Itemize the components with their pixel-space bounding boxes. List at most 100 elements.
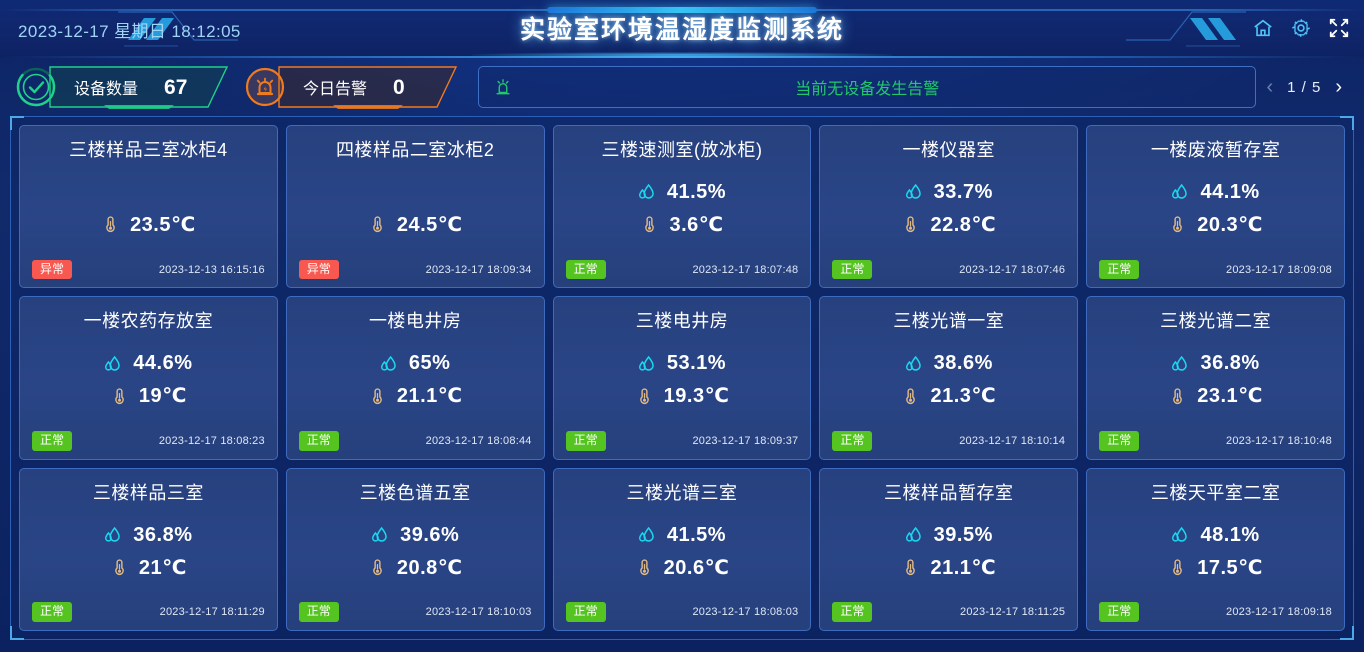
device-footer: 正常 2023-12-17 18:11:25 bbox=[832, 602, 1065, 622]
device-metrics: 44.1% 20.3℃ bbox=[1099, 162, 1332, 260]
status-badge: 正常 bbox=[32, 431, 73, 451]
device-card[interactable]: 三楼光谱二室 36.8% 23.1℃ 正常 2023-12-17 18:10:4… bbox=[1086, 296, 1345, 460]
humidity-metric: 36.8% bbox=[32, 524, 265, 547]
humidity-metric: 44.6% bbox=[32, 352, 265, 375]
device-timestamp: 2023-12-17 18:11:25 bbox=[960, 606, 1066, 619]
prev-page-button[interactable]: ‹ bbox=[1266, 76, 1274, 98]
device-card[interactable]: 一楼废液暂存室 44.1% 20.3℃ 正常 2023-12-17 18:09:… bbox=[1086, 125, 1345, 289]
device-name: 三楼光谱二室 bbox=[1160, 311, 1272, 332]
device-card[interactable]: 四楼样品二室冰柜2 24.5℃ 异常 2023-12-17 18:09:34 bbox=[285, 125, 545, 289]
header-datetime: 2023-12-17 星期日 18:12:05 bbox=[18, 22, 241, 41]
header-top-line-core bbox=[547, 7, 817, 13]
temperature-metric: 17.5℃ bbox=[1099, 555, 1332, 580]
temperature-value: 23.5℃ bbox=[130, 213, 196, 236]
temperature-value: 20.3℃ bbox=[1197, 213, 1263, 236]
device-card[interactable]: 三楼光谱三室 41.5% 20.6℃ 正常 2023-12-17 18:08:0… bbox=[552, 467, 812, 631]
temperature-metric: 24.5℃ bbox=[299, 212, 532, 237]
thermometer-icon bbox=[1173, 388, 1183, 404]
temperature-metric: 23.1℃ bbox=[1099, 383, 1332, 408]
device-footer: 正常 2023-12-17 18:08:23 bbox=[32, 431, 265, 451]
device-metrics: 36.8% 21℃ bbox=[32, 505, 265, 603]
stat-device-value: 67 bbox=[164, 75, 188, 99]
status-badge: 正常 bbox=[565, 602, 606, 622]
humidity-metric: 33.7% bbox=[832, 181, 1065, 204]
device-footer: 正常 2023-12-17 18:07:48 bbox=[565, 259, 799, 280]
device-name: 三楼光谱三室 bbox=[626, 482, 738, 503]
stats-bar: 设备数量 67 今日告警 0 bbox=[0, 58, 1364, 116]
device-footer: 正常 2023-12-17 18:07:46 bbox=[832, 259, 1066, 280]
device-metrics: 24.5℃ bbox=[299, 162, 532, 260]
humidity-metric: 44.1% bbox=[1099, 181, 1332, 204]
panel-corner-bl bbox=[10, 626, 24, 640]
device-card[interactable]: 三楼天平室二室 48.1% 17.5℃ 正常 2023-12-17 18:09:… bbox=[1086, 467, 1345, 631]
device-footer: 正常 2023-12-17 18:10:03 bbox=[298, 602, 532, 622]
humidity-icon bbox=[905, 526, 921, 542]
temperature-metric: 21.1℃ bbox=[299, 383, 532, 408]
device-card[interactable]: 三楼色谱五室 39.6% 20.8℃ 正常 2023-12-17 18:10:0… bbox=[285, 467, 545, 631]
temperature-metric: 21.1℃ bbox=[832, 555, 1065, 580]
device-card[interactable]: 一楼农药存放室 44.6% 19℃ 正常 2023-12-17 18:08:23 bbox=[19, 296, 278, 460]
thermometer-icon bbox=[115, 559, 124, 576]
device-timestamp: 2023-12-17 18:07:46 bbox=[959, 263, 1066, 276]
device-name: 四楼样品二室冰柜2 bbox=[335, 140, 495, 160]
thermometer-icon bbox=[906, 559, 916, 576]
status-badge: 异常 bbox=[298, 259, 339, 280]
fullscreen-icon[interactable] bbox=[1328, 17, 1350, 39]
humidity-icon bbox=[638, 184, 654, 200]
temperature-value: 3.6℃ bbox=[669, 213, 724, 236]
temperature-value: 20.8℃ bbox=[396, 556, 463, 579]
stat-device-count: 设备数量 67 bbox=[14, 65, 229, 109]
stat-alarm-label: 今日告警 bbox=[303, 80, 368, 98]
device-name: 三楼样品三室 bbox=[92, 482, 204, 503]
device-metrics: 53.1% 19.3℃ bbox=[566, 333, 799, 431]
device-timestamp: 2023-12-17 18:10:48 bbox=[1226, 434, 1332, 447]
device-card[interactable]: 一楼电井房 65% 21.1℃ 正常 2023-12-17 18:08:44 bbox=[285, 296, 545, 460]
status-badge: 正常 bbox=[32, 602, 73, 622]
temperature-value: 19℃ bbox=[138, 385, 187, 408]
device-card[interactable]: 三楼速测室(放冰柜) 41.5% 3.6℃ 正常 2023-12-17 18:0… bbox=[552, 125, 812, 289]
device-timestamp: 2023-12-17 18:11:29 bbox=[159, 606, 265, 619]
device-timestamp: 2023-12-17 18:09:08 bbox=[1226, 263, 1332, 276]
humidity-metric: 41.5% bbox=[566, 524, 799, 547]
humidity-icon bbox=[638, 526, 654, 542]
next-page-button[interactable]: › bbox=[1335, 76, 1342, 98]
device-timestamp: 2023-12-17 18:07:48 bbox=[692, 263, 799, 276]
device-footer: 正常 2023-12-17 18:09:18 bbox=[1099, 602, 1332, 622]
app-header: 2023-12-17 星期日 18:12:05 实验室环境温湿度监测系统 bbox=[0, 0, 1364, 58]
temperature-metric: 20.3℃ bbox=[1099, 212, 1332, 237]
humidity-value: 53.1% bbox=[666, 352, 727, 375]
temperature-metric: 20.8℃ bbox=[299, 555, 532, 580]
device-card[interactable]: 三楼样品暂存室 39.5% 21.1℃ 正常 2023-12-17 18:11:… bbox=[819, 467, 1079, 631]
humidity-metric: 41.5% bbox=[566, 181, 799, 204]
device-card[interactable]: 三楼光谱一室 38.6% 21.3℃ 正常 2023-12-17 18:10:1… bbox=[819, 296, 1079, 460]
humidity-value: 41.5% bbox=[666, 180, 727, 203]
temperature-value: 23.1℃ bbox=[1197, 385, 1263, 408]
device-timestamp: 2023-12-17 18:10:03 bbox=[425, 606, 532, 619]
gear-icon[interactable] bbox=[1290, 17, 1312, 39]
stat-today-alarms: 今日告警 0 bbox=[243, 65, 458, 109]
home-icon[interactable] bbox=[1252, 17, 1274, 39]
device-name: 三楼色谱五室 bbox=[359, 482, 471, 503]
humidity-icon bbox=[105, 526, 121, 542]
temperature-value: 24.5℃ bbox=[396, 213, 463, 236]
status-badge: 正常 bbox=[832, 259, 873, 280]
temperature-value: 21.1℃ bbox=[396, 385, 463, 408]
device-card[interactable]: 一楼仪器室 33.7% 22.8℃ 正常 2023-12-17 18:07:46 bbox=[819, 125, 1079, 289]
humidity-value: 48.1% bbox=[1200, 523, 1260, 546]
device-card[interactable]: 三楼电井房 53.1% 19.3℃ 正常 2023-12-17 18:09:37 bbox=[552, 296, 812, 460]
device-card[interactable]: 三楼样品三室冰柜4 23.5℃ 异常 2023-12-13 16:15:16 bbox=[19, 125, 278, 289]
device-name: 一楼电井房 bbox=[368, 311, 462, 332]
device-card[interactable]: 三楼样品三室 36.8% 21℃ 正常 2023-12-17 18:11:29 bbox=[19, 467, 278, 631]
temperature-metric: 21℃ bbox=[32, 555, 265, 580]
device-footer: 正常 2023-12-17 18:08:44 bbox=[298, 431, 532, 451]
thermometer-icon bbox=[906, 388, 916, 404]
device-name: 三楼光谱一室 bbox=[893, 311, 1005, 332]
thermometer-icon bbox=[373, 559, 382, 576]
stat-device-text: 设备数量 67 bbox=[74, 75, 187, 100]
device-timestamp: 2023-12-17 18:08:44 bbox=[425, 434, 532, 447]
stat-alarm-text: 今日告警 0 bbox=[303, 75, 405, 100]
page-title: 实验室环境温湿度监测系统 bbox=[519, 16, 844, 44]
device-metrics: 39.6% 20.8℃ bbox=[299, 505, 532, 603]
device-name: 三楼天平室二室 bbox=[1150, 482, 1281, 503]
